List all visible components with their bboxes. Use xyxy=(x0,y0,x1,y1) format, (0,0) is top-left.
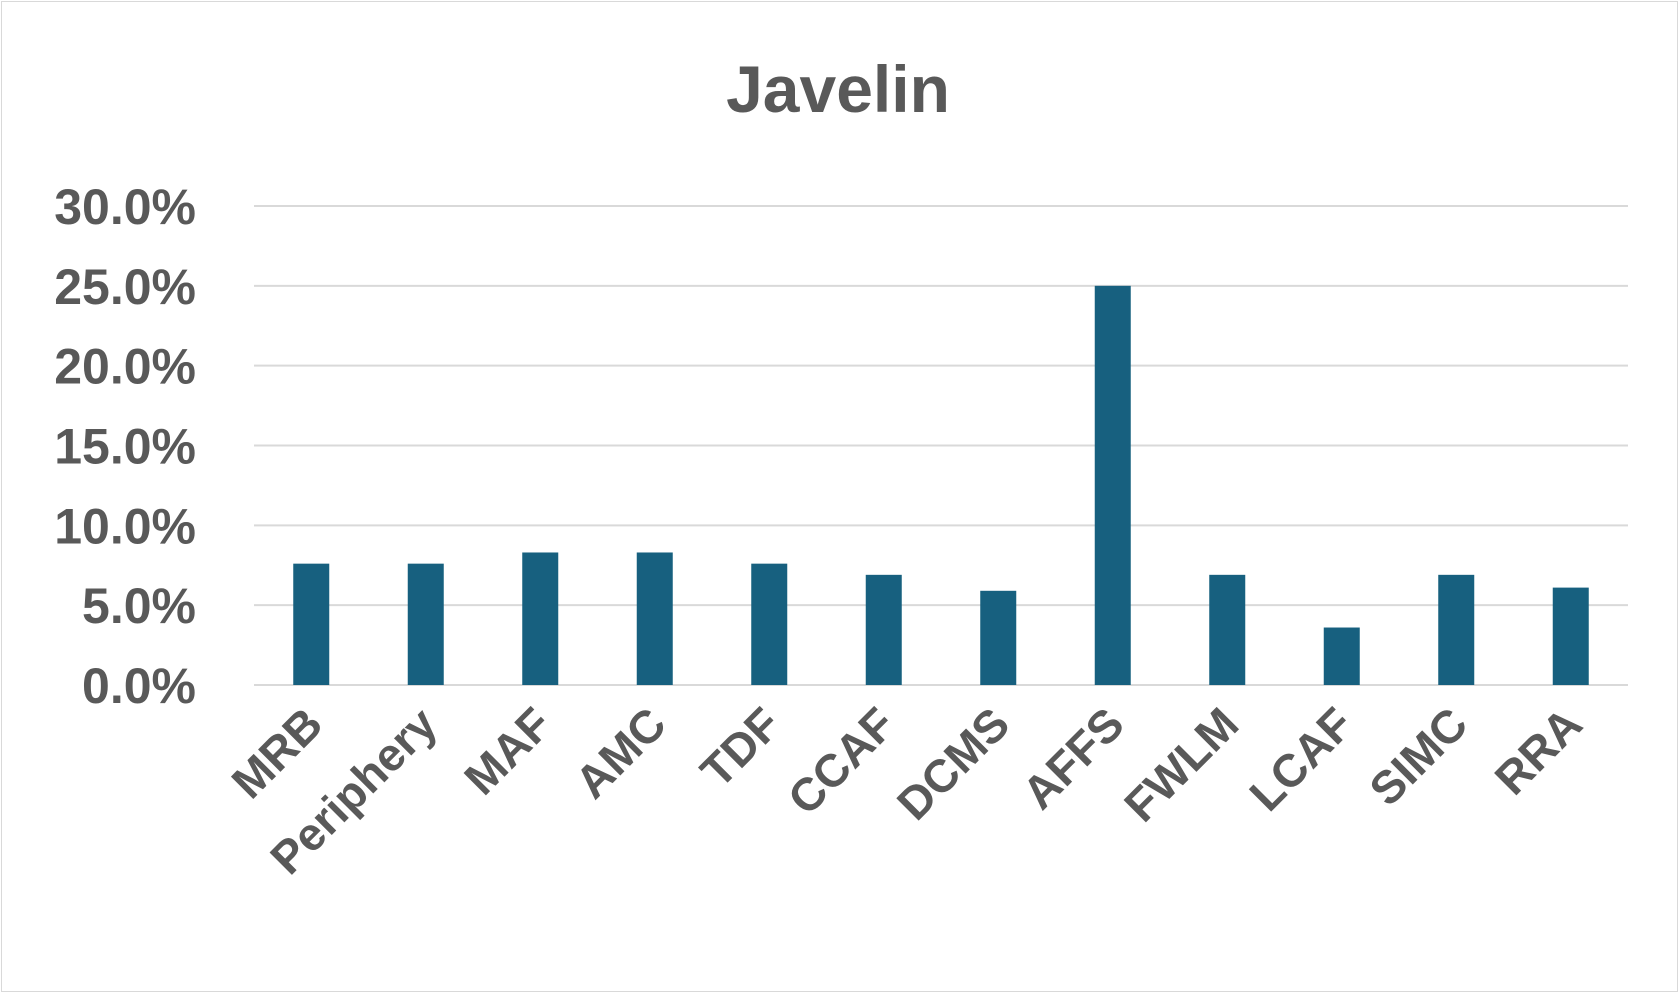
gridlines xyxy=(254,205,1628,686)
bar-fwlm xyxy=(1209,574,1246,685)
y-axis-tick-labels: 0.0% 5.0% 10.0% 15.0% 20.0% 25.0% 30.0% xyxy=(54,179,196,714)
x-tick-label: AMC xyxy=(565,697,676,808)
bar-affs xyxy=(1094,285,1131,685)
y-tick-label: 15.0% xyxy=(54,419,196,475)
y-tick-label: 20.0% xyxy=(54,339,196,395)
y-tick-label: 30.0% xyxy=(54,179,196,235)
x-tick-label: FWLM xyxy=(1114,697,1248,831)
x-tick-label: CCAF xyxy=(778,697,905,824)
x-tick-label: AFFS xyxy=(1012,697,1134,819)
bar-ccaf xyxy=(865,574,902,685)
x-tick-label: DCMS xyxy=(887,697,1020,830)
bar-rra xyxy=(1552,587,1589,685)
bar-lcaf xyxy=(1323,627,1360,685)
y-tick-label: 5.0% xyxy=(82,578,196,634)
bar-periphery xyxy=(407,563,444,685)
x-tick-label: RRA xyxy=(1485,697,1592,804)
x-tick-label: MAF xyxy=(454,697,561,804)
bars xyxy=(293,285,1589,685)
x-tick-label: LCAF xyxy=(1239,697,1362,820)
x-tick-label: SIMC xyxy=(1359,697,1477,815)
bar-amc xyxy=(636,552,673,685)
bar-tdf xyxy=(751,563,788,685)
y-tick-label: 0.0% xyxy=(82,658,196,714)
bar-simc xyxy=(1438,574,1475,685)
x-tick-label: TDF xyxy=(690,697,790,797)
bar-mrb xyxy=(293,563,330,685)
chart-title: Javelin xyxy=(726,52,950,126)
bar-maf xyxy=(522,552,559,685)
bar-dcms xyxy=(980,590,1017,685)
y-tick-label: 25.0% xyxy=(54,259,196,315)
y-tick-label: 10.0% xyxy=(54,498,196,554)
